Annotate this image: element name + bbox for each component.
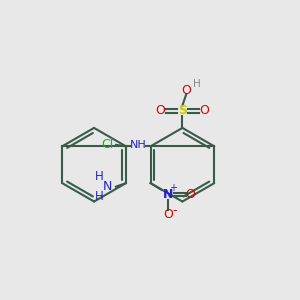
Text: N: N (103, 180, 112, 193)
Text: O: O (163, 208, 173, 221)
Text: H: H (193, 79, 201, 89)
Text: H: H (95, 170, 104, 183)
Text: Cl: Cl (101, 138, 114, 151)
Text: N: N (163, 188, 173, 201)
Text: S: S (178, 104, 187, 117)
Text: O: O (181, 84, 191, 97)
Text: O: O (200, 104, 209, 117)
Text: +: + (169, 183, 178, 193)
Text: O: O (155, 104, 165, 117)
Text: H: H (95, 190, 104, 203)
Text: -: - (172, 204, 177, 217)
Text: NH: NH (130, 140, 147, 150)
Text: O: O (185, 188, 195, 201)
